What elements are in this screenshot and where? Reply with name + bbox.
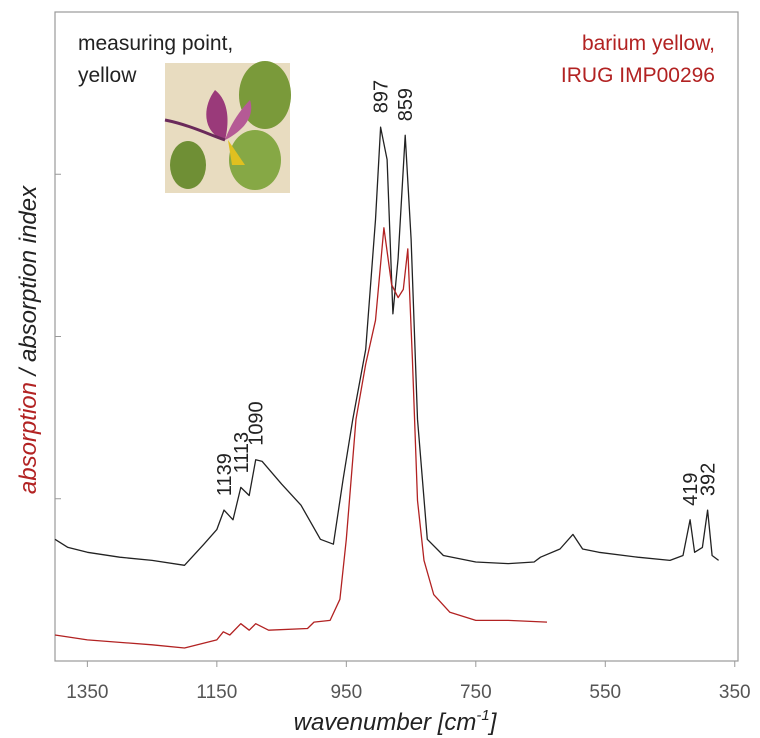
peak-label: 392 [698,463,720,496]
x-axis-label-main: wavenumber [cm [294,709,477,736]
series-label: barium yellow, [582,32,715,55]
y-axis-label-part: / absorption index [15,185,42,382]
x-axis-label: wavenumber [cm-1] [294,707,498,736]
series-label: IRUG IMP00296 [561,64,715,87]
x-axis-label-sup: -1 [476,707,489,724]
x-tick-label: 550 [589,682,621,703]
peak-label: 1090 [246,401,268,446]
peak-label: 1113 [231,432,253,474]
x-tick-label: 1150 [196,682,237,703]
x-tick-label: 350 [719,682,751,703]
y-axis-label: absorption / absorption index [15,185,42,494]
series-line [54,227,548,649]
peak-label: 419 [680,472,702,505]
series-label: yellow [78,64,137,87]
peak-label: 1139 [214,453,236,496]
y-axis-label-part: absorption [15,382,42,494]
peak-label: 859 [395,88,417,121]
series-label: measuring point, [78,32,233,55]
peak-label: 897 [371,80,393,113]
x-tick-label: 750 [460,682,492,703]
series-line [54,126,719,566]
x-axis-label-suffix: ] [488,709,498,736]
sample-thumbnail [164,61,291,193]
x-tick-label: 950 [330,682,362,703]
x-tick-label: 1350 [66,682,108,703]
